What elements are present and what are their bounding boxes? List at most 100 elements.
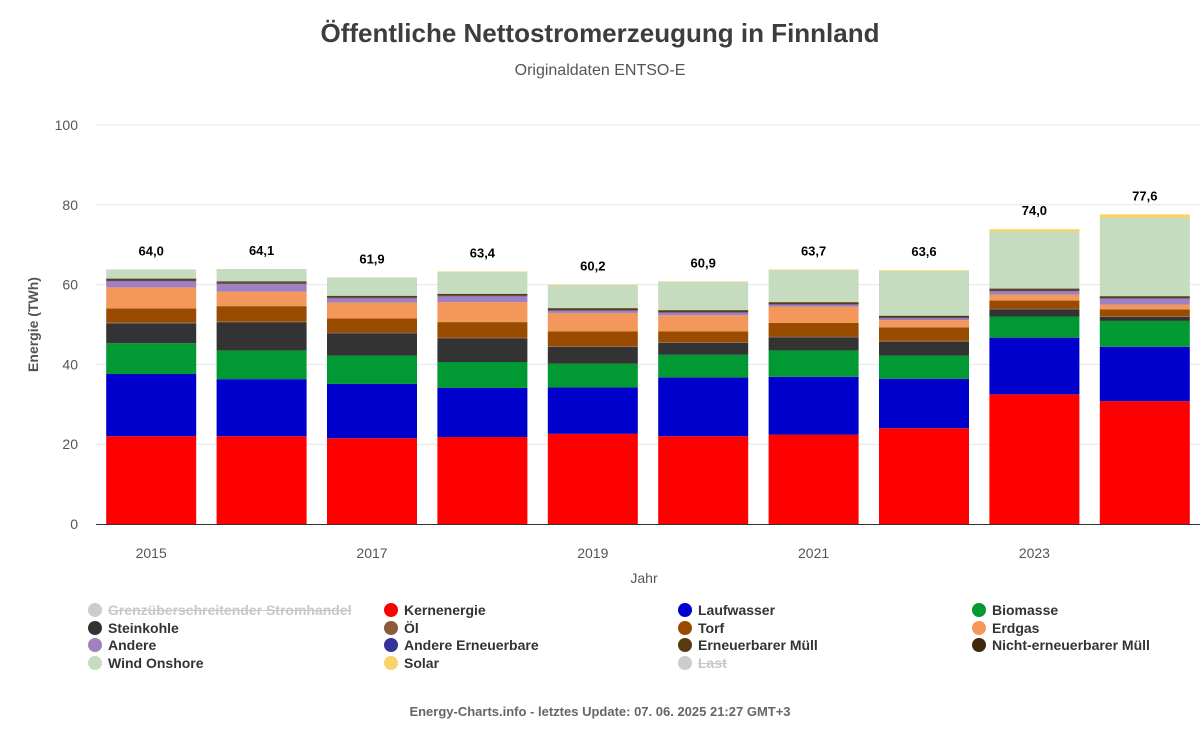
legend-item[interactable]: Laufwasser bbox=[678, 602, 775, 619]
bar-segment[interactable] bbox=[658, 281, 749, 282]
bar-segment[interactable] bbox=[879, 355, 969, 379]
bar-segment[interactable] bbox=[658, 354, 749, 378]
bar-segment[interactable] bbox=[658, 342, 749, 343]
bar-segment[interactable] bbox=[658, 310, 749, 311]
bar-segment[interactable] bbox=[879, 315, 969, 317]
bar-segment[interactable] bbox=[216, 291, 307, 307]
bar-segment[interactable] bbox=[106, 323, 197, 344]
bar-segment[interactable] bbox=[216, 269, 307, 282]
bar-segment[interactable] bbox=[879, 320, 969, 328]
bar-segment[interactable] bbox=[1099, 316, 1190, 321]
bar-segment[interactable] bbox=[327, 333, 417, 356]
bar-segment[interactable] bbox=[437, 362, 528, 388]
bar-segment[interactable] bbox=[216, 281, 307, 283]
bar-segment[interactable] bbox=[327, 318, 417, 333]
bar-segment[interactable] bbox=[879, 318, 969, 321]
bar-segment[interactable] bbox=[216, 321, 307, 323]
legend-item[interactable]: Steinkohle bbox=[88, 620, 179, 637]
legend-item[interactable]: Nicht-erneuerbarer Müll bbox=[972, 637, 1150, 654]
bar-segment[interactable] bbox=[106, 287, 197, 309]
bar-segment[interactable] bbox=[437, 437, 528, 524]
bar-segment[interactable] bbox=[437, 295, 528, 297]
bar-segment[interactable] bbox=[768, 306, 859, 323]
bar-segment[interactable] bbox=[768, 376, 859, 435]
bar-stack-2020[interactable] bbox=[658, 281, 749, 524]
bar-segment[interactable] bbox=[437, 337, 528, 339]
bar-stack-2022[interactable] bbox=[879, 270, 969, 524]
bar-segment[interactable] bbox=[216, 436, 307, 524]
bar-segment[interactable] bbox=[1099, 296, 1190, 297]
bar-segment[interactable] bbox=[437, 296, 528, 303]
bar-stack-2017[interactable] bbox=[327, 277, 417, 524]
bar-segment[interactable] bbox=[106, 436, 197, 524]
bar-segment[interactable] bbox=[547, 363, 638, 388]
bar-segment[interactable] bbox=[327, 355, 417, 384]
bar-segment[interactable] bbox=[1099, 296, 1190, 299]
bar-segment[interactable] bbox=[547, 310, 638, 311]
bar-segment[interactable] bbox=[989, 337, 1080, 395]
bar-segment[interactable] bbox=[768, 269, 859, 270]
bar-segment[interactable] bbox=[658, 310, 749, 313]
bar-segment[interactable] bbox=[1099, 304, 1190, 310]
bar-segment[interactable] bbox=[1099, 316, 1190, 317]
bar-segment[interactable] bbox=[216, 379, 307, 437]
bar-segment[interactable] bbox=[547, 308, 638, 309]
bar-segment[interactable] bbox=[327, 297, 417, 299]
bar-segment[interactable] bbox=[768, 336, 859, 338]
bar-segment[interactable] bbox=[1099, 401, 1190, 524]
bar-stack-2016[interactable] bbox=[216, 269, 307, 524]
bar-segment[interactable] bbox=[989, 309, 1080, 317]
bar-segment[interactable] bbox=[106, 279, 197, 281]
bar-segment[interactable] bbox=[879, 378, 969, 429]
bar-segment[interactable] bbox=[437, 294, 528, 296]
bar-segment[interactable] bbox=[989, 308, 1080, 310]
bar-segment[interactable] bbox=[327, 296, 417, 298]
bar-segment[interactable] bbox=[879, 270, 969, 272]
legend-item[interactable]: Öl bbox=[384, 620, 419, 637]
bar-segment[interactable] bbox=[327, 277, 417, 296]
legend-item[interactable]: Andere Erneuerbare bbox=[384, 637, 539, 654]
legend-item[interactable]: Grenzüberschreitender Stromhandel bbox=[88, 602, 352, 619]
bar-segment[interactable] bbox=[216, 350, 307, 380]
bar-segment[interactable] bbox=[547, 284, 638, 309]
bar-segment[interactable] bbox=[437, 387, 528, 438]
bar-segment[interactable] bbox=[989, 231, 1080, 289]
bar-segment[interactable] bbox=[768, 269, 859, 303]
bar-segment[interactable] bbox=[1099, 320, 1190, 347]
bar-segment[interactable] bbox=[768, 350, 859, 377]
bar-segment[interactable] bbox=[768, 337, 859, 351]
bar-segment[interactable] bbox=[768, 302, 859, 303]
legend-item[interactable]: Last bbox=[678, 655, 727, 672]
bar-segment[interactable] bbox=[547, 284, 638, 286]
bar-segment[interactable] bbox=[989, 394, 1080, 524]
bar-segment[interactable] bbox=[989, 288, 1080, 290]
bar-segment[interactable] bbox=[327, 383, 417, 439]
legend-item[interactable]: Torf bbox=[678, 620, 724, 637]
bar-segment[interactable] bbox=[437, 338, 528, 363]
legend-item[interactable]: Erdgas bbox=[972, 620, 1039, 637]
bar-segment[interactable] bbox=[768, 434, 859, 524]
bar-segment[interactable] bbox=[437, 271, 528, 294]
bar-segment[interactable] bbox=[989, 289, 1080, 291]
bar-stack-2021[interactable] bbox=[768, 269, 859, 524]
bar-segment[interactable] bbox=[327, 332, 417, 334]
bar-segment[interactable] bbox=[1099, 298, 1190, 305]
legend-item[interactable]: Biomasse bbox=[972, 602, 1058, 619]
legend-item[interactable]: Erneuerbarer Müll bbox=[678, 637, 818, 654]
bar-segment[interactable] bbox=[216, 282, 307, 284]
bar-segment[interactable] bbox=[216, 283, 307, 284]
bar-stack-2018[interactable] bbox=[437, 271, 528, 524]
bar-segment[interactable] bbox=[768, 322, 859, 337]
bar-segment[interactable] bbox=[989, 300, 1080, 309]
bar-segment[interactable] bbox=[658, 315, 749, 332]
bar-segment[interactable] bbox=[989, 290, 1080, 295]
bar-segment[interactable] bbox=[547, 346, 638, 347]
legend-item[interactable]: Solar bbox=[384, 655, 439, 672]
bar-segment[interactable] bbox=[879, 271, 969, 316]
bar-segment[interactable] bbox=[547, 387, 638, 434]
legend-item[interactable]: Andere bbox=[88, 637, 156, 654]
bar-stack-2024[interactable] bbox=[1099, 214, 1190, 524]
bar-segment[interactable] bbox=[106, 280, 197, 282]
bar-segment[interactable] bbox=[1099, 217, 1190, 297]
bar-segment[interactable] bbox=[437, 293, 528, 295]
